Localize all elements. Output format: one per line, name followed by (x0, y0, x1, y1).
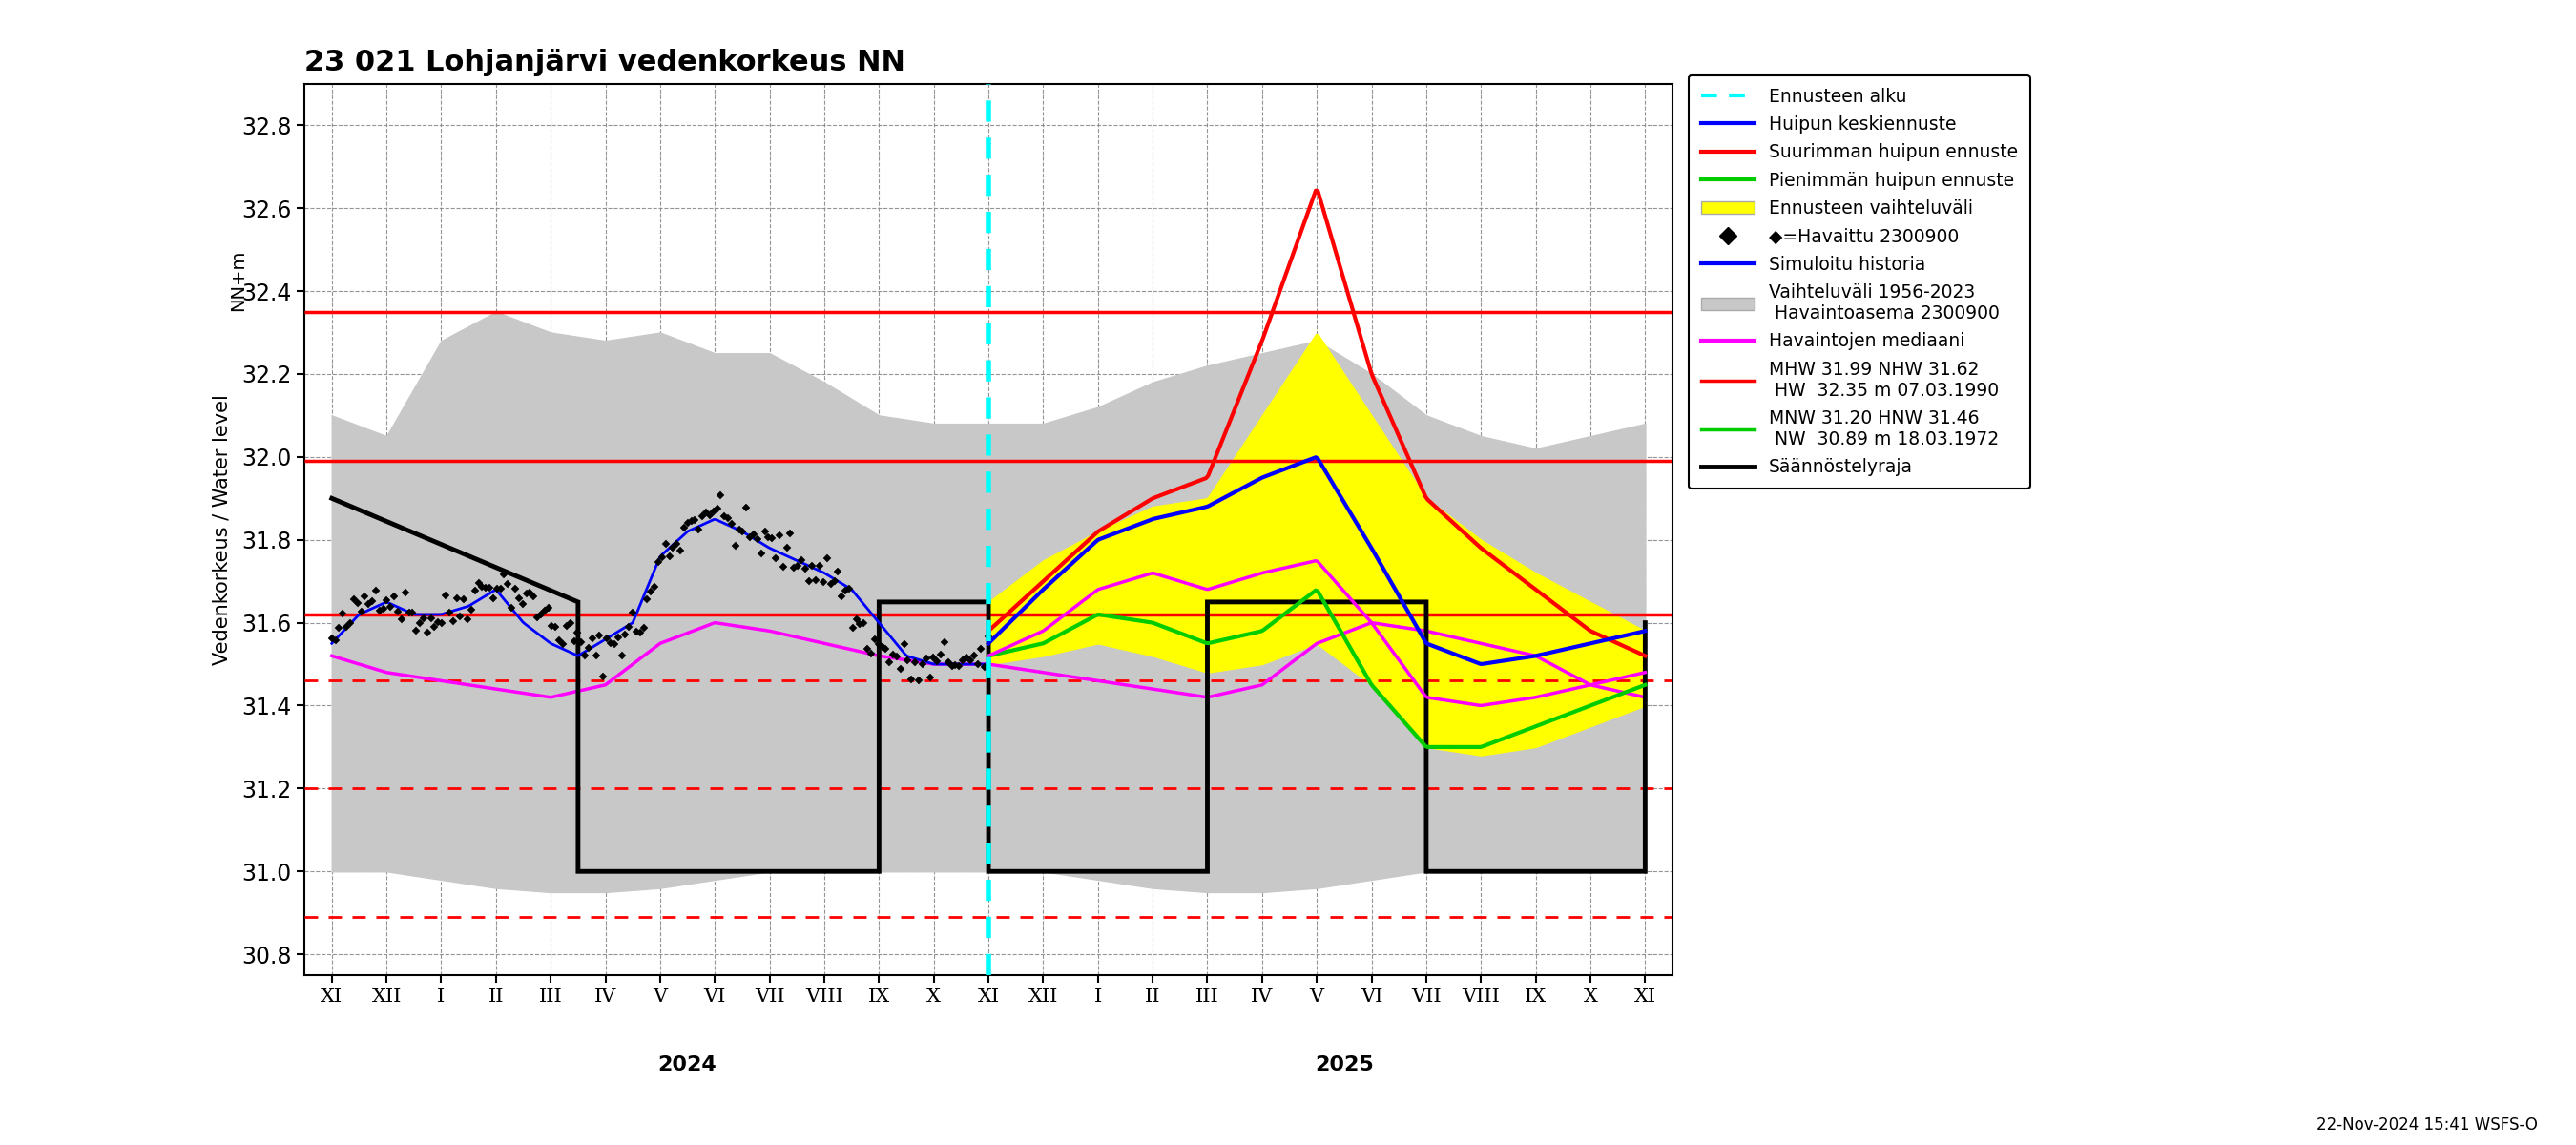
Text: 2025: 2025 (1314, 1056, 1373, 1074)
Text: 23 021 Lohjanjärvi vedenkorkeus NN: 23 021 Lohjanjärvi vedenkorkeus NN (304, 48, 904, 77)
Y-axis label: Vedenkorkeus / Water level: Vedenkorkeus / Water level (211, 394, 232, 665)
Text: NN+m: NN+m (229, 250, 247, 310)
Text: 2024: 2024 (657, 1056, 716, 1074)
Legend: Ennusteen alku, Huipun keskiennuste, Suurimman huipun ennuste, Pienimmän huipun : Ennusteen alku, Huipun keskiennuste, Suu… (1687, 74, 2030, 489)
Text: 22-Nov-2024 15:41 WSFS-O: 22-Nov-2024 15:41 WSFS-O (2316, 1116, 2537, 1134)
